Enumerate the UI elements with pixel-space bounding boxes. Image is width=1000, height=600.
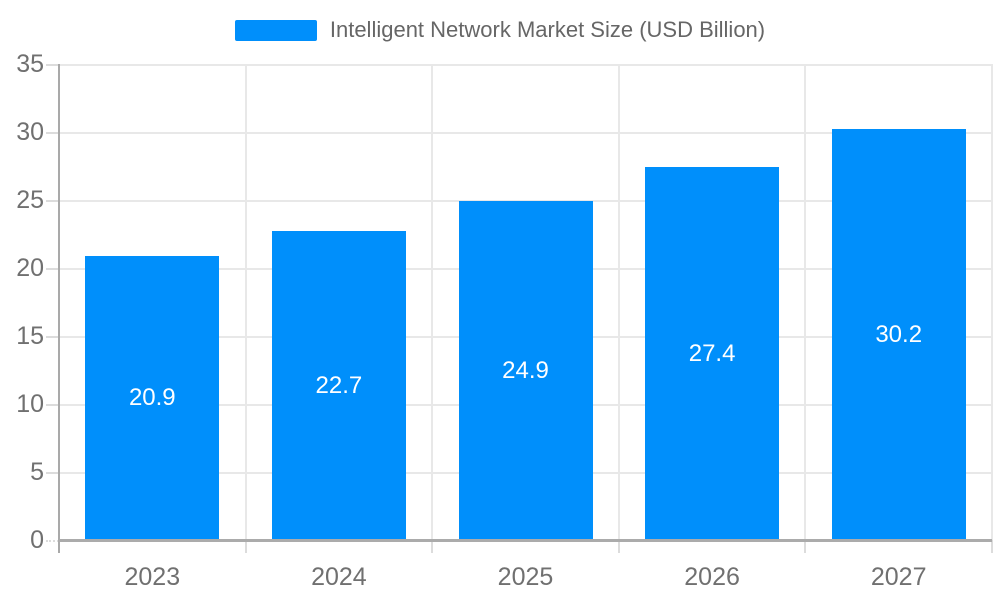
y-axis-tick <box>46 64 59 66</box>
category-boundary-gridline <box>804 64 807 540</box>
bar-value-label: 27.4 <box>688 339 736 367</box>
x-axis-tick <box>431 540 434 553</box>
x-axis-category-label: 2026 <box>684 563 740 591</box>
legend-series-label: Intelligent Network Market Size (USD Bil… <box>329 17 766 42</box>
y-axis-tick-label: 25 <box>16 186 44 214</box>
y-axis-tick-label: 5 <box>30 458 44 486</box>
y-axis-tick-label: 0 <box>30 526 44 554</box>
bar-2027[interactable]: 30.2 <box>831 129 966 540</box>
x-axis-category-label: 2024 <box>311 563 367 591</box>
x-axis-category-label: 2027 <box>870 563 927 591</box>
bar-value-label: 22.7 <box>315 371 363 399</box>
category-boundary-gridline <box>244 64 247 540</box>
y-axis-tick-label: 15 <box>16 322 44 350</box>
y-axis-tick <box>46 200 59 202</box>
category-boundary-gridline <box>617 64 620 540</box>
x-axis-tick <box>804 540 807 553</box>
bar-value-label: 24.9 <box>502 356 549 384</box>
category-boundary-gridline <box>991 64 993 540</box>
x-axis-tick <box>991 540 993 553</box>
y-axis-tick <box>46 472 59 474</box>
bar-value-label: 20.9 <box>128 383 176 411</box>
x-axis-line <box>59 539 992 542</box>
x-axis-category-label: 2025 <box>497 563 554 591</box>
bar-2026[interactable]: 27.4 <box>645 167 780 540</box>
y-gridline <box>59 132 992 134</box>
y-gridline <box>59 200 992 202</box>
y-axis-tick-label: 20 <box>16 254 44 282</box>
y-axis-line <box>58 64 60 553</box>
y-axis-tick-label: 10 <box>16 390 44 418</box>
y-axis-tick-label: 35 <box>16 50 44 78</box>
y-gridline <box>59 64 992 66</box>
x-axis-tick <box>617 540 620 553</box>
bar-2025[interactable]: 24.9 <box>458 201 593 540</box>
y-axis-tick <box>46 404 59 406</box>
chart-legend[interactable]: Intelligent Network Market Size (USD Bil… <box>0 16 1000 44</box>
legend-swatch-icon <box>234 19 317 41</box>
y-axis-tick <box>46 336 59 338</box>
y-axis-tick <box>46 540 59 542</box>
x-axis-tick <box>244 540 247 553</box>
y-axis-tick <box>46 132 59 134</box>
bar-2023[interactable]: 20.9 <box>85 255 220 540</box>
plot-area: 20.9 22.7 24.9 27.4 30.2 <box>59 64 993 540</box>
x-axis-category-label: 2023 <box>124 563 181 591</box>
y-axis-tick <box>46 268 59 270</box>
bar-value-label: 30.2 <box>875 320 923 348</box>
y-axis-tick-label: 30 <box>16 118 44 146</box>
category-boundary-gridline <box>431 64 434 540</box>
bar-2024[interactable]: 22.7 <box>271 231 406 540</box>
